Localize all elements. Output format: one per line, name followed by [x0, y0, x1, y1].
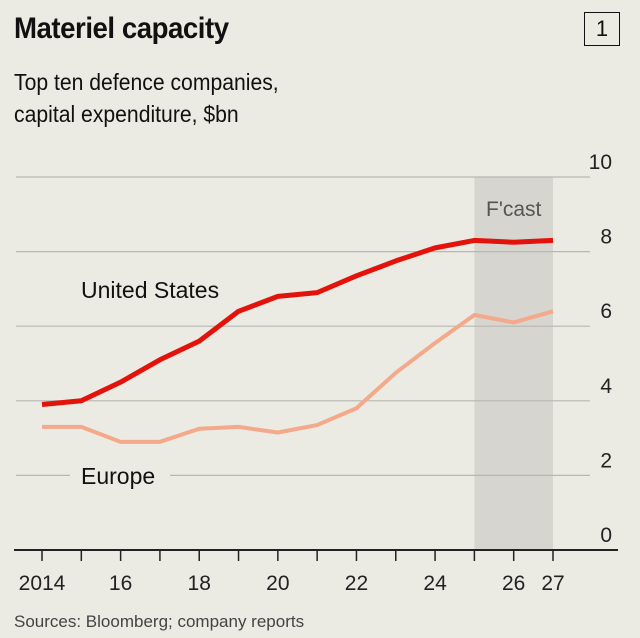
x-tick-label: 26: [502, 572, 525, 595]
y-tick-label: 0: [600, 524, 612, 547]
y-tick-label: 2: [600, 449, 612, 472]
x-tick-label: 24: [423, 572, 447, 595]
x-tick-label: 20: [266, 572, 289, 595]
x-tick-label: 27: [541, 572, 564, 595]
series-line-united-states: [41, 237, 554, 408]
chart-title: Materiel capacity: [14, 12, 229, 45]
x-tick-label: 18: [188, 572, 211, 595]
series-label-europe: Europe: [81, 463, 155, 489]
x-tick-label: 22: [345, 572, 368, 595]
series-line-europe: [42, 309, 554, 444]
series-label-united-states: United States: [81, 277, 219, 303]
forecast-label: F'cast: [486, 198, 542, 221]
y-tick-label: 6: [600, 300, 612, 323]
y-tick-label: 4: [600, 375, 612, 398]
x-tick-label: 16: [109, 572, 132, 595]
subtitle-line: Top ten defence companies,: [14, 69, 279, 95]
y-tick-label: 8: [600, 226, 612, 249]
chart-subtitle: Top ten defence companies, capital expen…: [14, 66, 279, 130]
y-tick-label: 10: [589, 151, 612, 174]
chart-number: 1: [584, 12, 620, 46]
forecast-region: [474, 177, 553, 550]
x-tick-label: 2014: [19, 572, 66, 595]
label-background: [70, 457, 170, 493]
subtitle-line: capital expenditure, $bn: [14, 101, 239, 127]
source-note: Sources: Bloomberg; company reports: [14, 612, 305, 631]
